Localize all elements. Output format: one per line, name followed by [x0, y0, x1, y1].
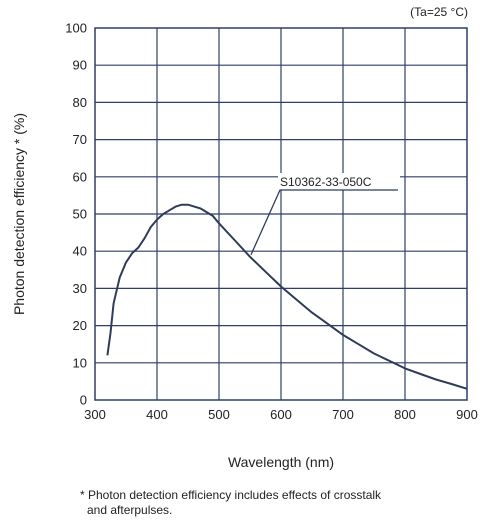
y-tick-label: 40: [73, 244, 87, 259]
y-tick-label: 0: [80, 393, 87, 408]
y-tick-label: 30: [73, 281, 87, 296]
y-tick-label: 70: [73, 132, 87, 147]
series-label: S10362-33-050C: [280, 175, 372, 189]
footnote-line-1: * Photon detection efficiency includes e…: [80, 488, 382, 502]
x-tick-label: 600: [270, 407, 292, 422]
y-tick-label: 10: [73, 355, 87, 370]
x-tick-label: 300: [84, 407, 106, 422]
y-axis-label: Photon detection efficiency * (%): [11, 113, 27, 315]
y-tick-label: 100: [65, 21, 87, 36]
footnote: * Photon detection efficiency includes e…: [80, 488, 480, 518]
plot-frame: [94, 27, 468, 401]
x-tick-label: 700: [332, 407, 354, 422]
grid: [95, 28, 467, 400]
series-layer: S10362-33-050C: [106, 173, 468, 390]
y-tick-label: 50: [73, 207, 87, 222]
y-tick-label: 20: [73, 318, 87, 333]
tick-labels: 300 400 500 600 700 800 900 0 10 20 30 40 50 60 70 80 90…: [65, 21, 478, 423]
x-tick-label: 800: [394, 407, 416, 422]
series-label-bg: [278, 173, 400, 190]
condition-label: (Ta=25 °C): [410, 5, 468, 19]
y-tick-label: 90: [73, 58, 87, 73]
series-line: [106, 203, 468, 390]
footnote-line-2: and afterpulses.: [87, 503, 173, 517]
y-tick-label: 60: [73, 169, 87, 184]
x-tick-label: 900: [456, 407, 478, 422]
series-leader-line: [250, 189, 398, 256]
y-tick-label: 80: [73, 95, 87, 110]
x-axis-label: Wavelength (nm): [228, 454, 334, 470]
x-tick-label: 500: [208, 407, 230, 422]
pde-chart: (Ta=25 °C) 300 400 500 600 700 800 900 0 10 20 30 4…: [11, 5, 478, 470]
x-tick-label: 400: [146, 407, 168, 422]
